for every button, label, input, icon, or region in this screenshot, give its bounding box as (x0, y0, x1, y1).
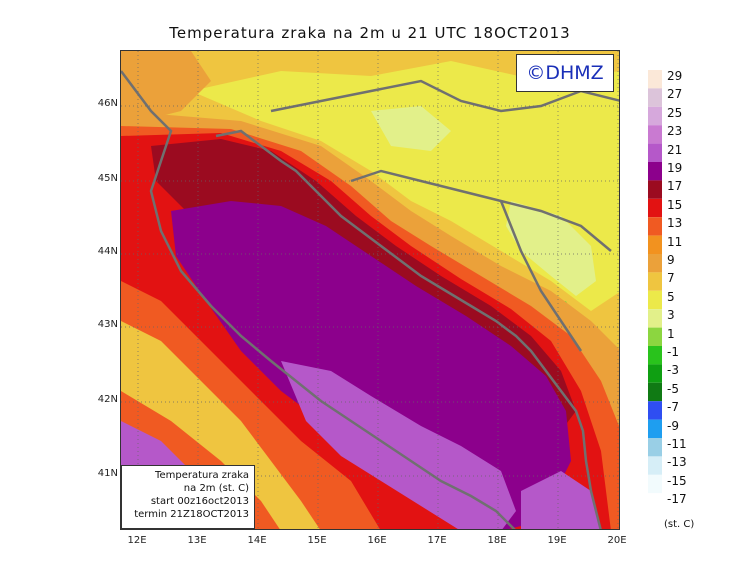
legend-label: 9 (667, 253, 675, 267)
map-zone-sea-south (281, 361, 516, 529)
legend-swatch (648, 438, 662, 457)
legend-label: 3 (667, 308, 675, 323)
legend-label: -9 (667, 418, 679, 433)
legend-swatch (648, 493, 662, 510)
coastline-east (215, 129, 602, 529)
legend-swatch (648, 162, 662, 181)
legend-label: -1 (667, 345, 679, 359)
legend-label: -17 (667, 492, 687, 507)
map-grid (121, 51, 619, 529)
latitude-label: 42N (97, 394, 118, 405)
legend-swatch (648, 70, 662, 89)
legend-swatch (648, 272, 662, 291)
legend-label: 5 (667, 289, 675, 304)
legend-label: 19 (667, 161, 683, 175)
legend-label: 13 (667, 216, 683, 231)
map-zone-sea-core (171, 201, 571, 529)
legend-swatch (648, 198, 662, 218)
info-line: start 00z16oct2013 (150, 496, 249, 507)
longitude-label: 12E (127, 535, 147, 546)
info-line: Temperatura zraka (155, 470, 249, 481)
latitude-label: 43N (97, 319, 118, 330)
longitude-label: 19E (547, 535, 567, 546)
map-zone-inland-cool (191, 61, 619, 311)
legend-label: 25 (667, 105, 683, 120)
legend-label: 15 (667, 197, 683, 212)
legend-swatch (648, 419, 662, 438)
map-canvas (121, 51, 619, 529)
map-zone-inland-warm (121, 51, 211, 121)
legend-swatch (648, 235, 662, 254)
legend-swatch (648, 290, 662, 310)
legend-swatch (648, 217, 662, 236)
legend-swatch (648, 309, 662, 328)
legend-label: 17 (667, 179, 683, 194)
latitude-label: 46N (97, 98, 118, 109)
legend-label: 21 (667, 142, 683, 157)
dhmz-logo: ©DHMZ (516, 54, 614, 92)
map-zone-cold-patch (371, 106, 451, 151)
info-line: na 2m (st. C) (183, 483, 249, 494)
temperature-map (120, 50, 620, 530)
legend-label: 27 (667, 87, 683, 102)
map-title: Temperatura zraka na 2m u 21 UTC 18OCT20… (169, 24, 571, 42)
legend-swatch (648, 254, 662, 273)
border-line (270, 79, 619, 113)
latitude-label: 45N (97, 173, 118, 184)
longitude-label: 13E (187, 535, 207, 546)
legend-label: 11 (667, 234, 683, 249)
info-line: termin 21Z18OCT2013 (134, 509, 249, 520)
latitude-label: 44N (97, 246, 118, 257)
map-info-box: Temperatura zraka na 2m (st. C) start 00… (121, 465, 255, 529)
legend-label: 7 (667, 271, 675, 286)
legend-swatch (648, 401, 662, 420)
latitude-label: 41N (97, 468, 118, 479)
longitude-label: 17E (427, 535, 447, 546)
legend-label: -7 (667, 400, 679, 415)
legend-label: -5 (667, 381, 679, 396)
legend-swatch (648, 474, 662, 494)
legend-label: -11 (667, 437, 687, 451)
map-zone-cold-patch (506, 201, 596, 296)
legend-unit: (st. C) (664, 519, 695, 530)
legend-label: 23 (667, 124, 683, 139)
legend-swatch (648, 106, 662, 126)
legend-label: 1 (667, 326, 675, 341)
coastline-italy (121, 70, 516, 529)
legend-label: 29 (667, 69, 683, 83)
longitude-label: 14E (247, 535, 267, 546)
legend-swatch (648, 346, 662, 365)
legend-swatch (648, 364, 662, 383)
legend-swatch (648, 456, 662, 475)
legend-label: -13 (667, 455, 687, 470)
longitude-label: 16E (367, 535, 387, 546)
border-line (499, 200, 583, 352)
border-line (350, 169, 612, 252)
legend-swatch (648, 382, 662, 402)
longitude-label: 18E (487, 535, 507, 546)
legend-swatch (648, 125, 662, 144)
legend-swatch (648, 180, 662, 199)
legend-label: -15 (667, 473, 687, 488)
legend-swatch (648, 143, 662, 162)
legend-swatch (648, 88, 662, 107)
legend-label: -3 (667, 363, 679, 378)
longitude-label: 15E (307, 535, 327, 546)
longitude-label: 20E (607, 535, 627, 546)
color-legend (648, 70, 662, 510)
map-zone-sea-south (521, 471, 601, 529)
legend-swatch (648, 327, 662, 346)
